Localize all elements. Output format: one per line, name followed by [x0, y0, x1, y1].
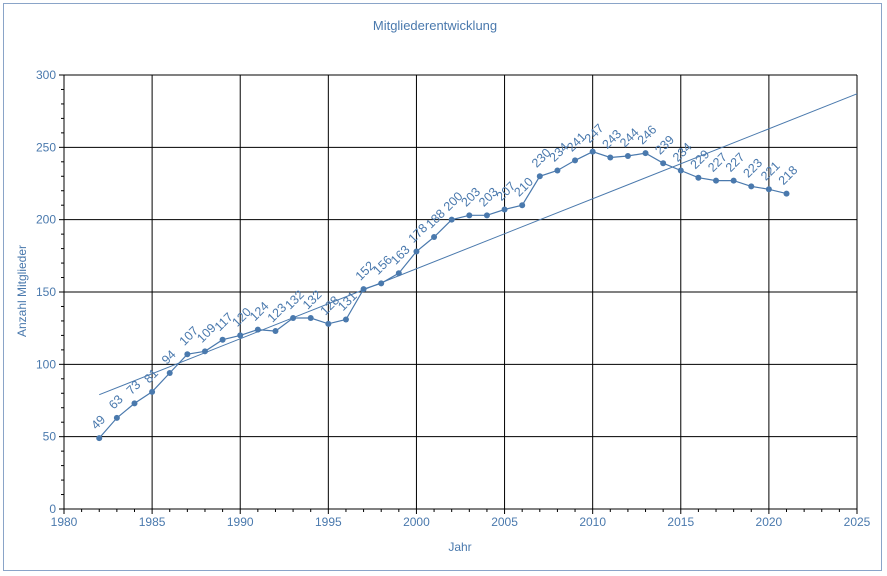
data-label: 49 — [88, 412, 108, 432]
x-tick-label: 2020 — [756, 515, 783, 529]
data-point — [237, 332, 244, 339]
minor-ticks — [61, 88, 840, 512]
chart-title: Mitgliederentwicklung — [373, 18, 497, 33]
data-label: 63 — [106, 392, 126, 412]
chart-frame — [3, 3, 882, 571]
y-tick-label: 200 — [36, 213, 56, 227]
data-point — [307, 315, 314, 322]
data-point — [783, 190, 790, 197]
tick-labels: 1980 1985 1990 1995 2000 2005 2010 2015 2020 2025… — [36, 68, 871, 529]
x-tick-label: 2000 — [403, 515, 430, 529]
y-tick-label: 100 — [36, 357, 56, 371]
data-point — [166, 370, 173, 377]
data-point — [113, 414, 120, 421]
data-point — [624, 153, 631, 160]
data-point — [501, 206, 508, 213]
data-point — [325, 320, 332, 327]
y-tick-label: 250 — [36, 140, 56, 154]
data-point — [201, 348, 208, 355]
data-point — [554, 167, 561, 174]
x-tick-label: 1995 — [315, 515, 342, 529]
x-axis-title: Jahr — [448, 540, 471, 554]
data-point — [730, 177, 737, 184]
y-tick-label: 0 — [49, 502, 56, 516]
data-point — [607, 154, 614, 161]
y-tick-label: 150 — [36, 285, 56, 299]
data-point — [219, 336, 226, 343]
series-line — [98, 151, 787, 439]
data-point — [589, 148, 596, 155]
x-tick-label: 1990 — [227, 515, 254, 529]
x-tick-label: 2005 — [491, 515, 518, 529]
data-point — [713, 177, 720, 184]
data-point — [431, 234, 438, 241]
data-point — [184, 351, 191, 358]
data-point — [572, 157, 579, 164]
data-point — [660, 160, 667, 167]
data-point — [677, 167, 684, 174]
data-point — [290, 315, 297, 322]
data-point — [536, 173, 543, 180]
data-point — [378, 280, 385, 287]
x-tick-label: 2025 — [844, 515, 871, 529]
data-point — [413, 248, 420, 255]
data-point — [519, 202, 526, 209]
x-tick-label: 1980 — [51, 515, 78, 529]
data-label: 73 — [124, 378, 144, 398]
data-point — [466, 212, 473, 219]
data-point — [149, 388, 156, 395]
data-point — [483, 212, 490, 219]
y-tick-label: 50 — [43, 430, 57, 444]
data-point — [695, 174, 702, 181]
y-axis-title: Anzahl Mitglieder — [15, 245, 29, 337]
data-point — [395, 270, 402, 277]
data-point — [642, 150, 649, 157]
data-point — [765, 186, 772, 193]
data-point — [748, 183, 755, 190]
trendline — [99, 93, 858, 396]
x-tick-label: 1985 — [139, 515, 166, 529]
data-point — [254, 326, 261, 333]
series-layer — [96, 148, 790, 442]
y-tick-label: 300 — [36, 68, 56, 82]
data-point — [360, 286, 367, 293]
data-labels: 4963738194107109117120124123132132128131… — [88, 121, 800, 432]
data-point — [131, 400, 138, 407]
data-point — [96, 435, 103, 442]
data-point — [272, 328, 279, 335]
grid — [59, 74, 858, 514]
x-tick-label: 2015 — [667, 515, 694, 529]
data-label: 210 — [511, 175, 536, 200]
data-label: 81 — [141, 366, 161, 386]
trendline-layer — [99, 93, 858, 396]
x-tick-label: 2010 — [579, 515, 606, 529]
data-point — [448, 216, 455, 223]
data-point — [342, 316, 349, 323]
